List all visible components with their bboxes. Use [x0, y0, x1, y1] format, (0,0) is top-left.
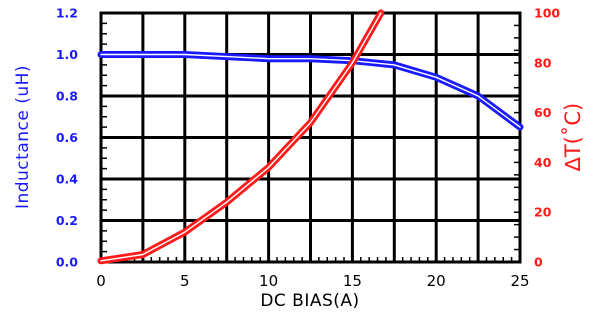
- temperature-rise-line-core: [100, 12, 382, 262]
- right-tick-label: 60: [534, 105, 552, 120]
- left-tick-label: 0.4: [56, 172, 78, 187]
- left-tick-label: 0.2: [56, 213, 78, 228]
- right-tick-label: 100: [534, 6, 560, 21]
- x-tick-label: 10: [259, 272, 278, 290]
- x-tick-label: 5: [180, 272, 190, 290]
- right-tick-label: 20: [534, 205, 552, 220]
- series: [97, 9, 524, 265]
- x-tick-label: 15: [343, 272, 362, 290]
- left-tick-label: 0.8: [56, 89, 78, 104]
- grid: [99, 11, 522, 264]
- right-tick-label: 40: [534, 155, 552, 170]
- right-tick-label: 80: [534, 55, 552, 70]
- right-axis-title: ∆T(˚C): [561, 103, 585, 172]
- left-tick-label: 1.2: [56, 6, 78, 21]
- left-tick-label: 1.0: [56, 47, 78, 62]
- x-tick-label: 25: [510, 272, 529, 290]
- left-axis-title: Inductance (uH): [13, 65, 33, 209]
- right-tick-label: 0: [534, 255, 543, 270]
- inductance-line-core: [100, 53, 521, 128]
- left-tick-label: 0.0: [56, 255, 78, 270]
- tick-labels: 0 5 10 15 20 25 0.0 0.2 0.4 0.6 0.8 1.0 1.2 0 20 40 60 80…: [56, 6, 561, 291]
- tick-marks: [100, 12, 521, 263]
- left-tick-label: 0.6: [56, 130, 78, 145]
- x-axis-title: DC BIAS(A): [260, 291, 359, 311]
- x-tick-label: 0: [96, 272, 106, 290]
- x-tick-label: 20: [427, 272, 446, 290]
